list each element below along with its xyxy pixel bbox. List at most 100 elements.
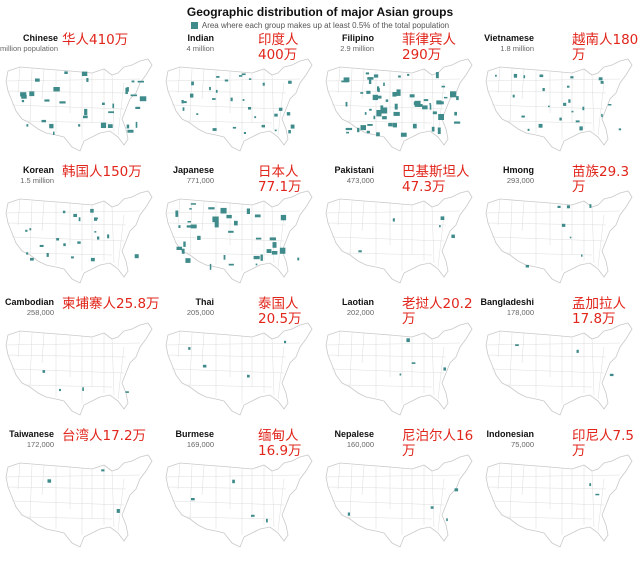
group-population: 172,000 [26, 440, 54, 449]
concentration-area [601, 113, 603, 118]
us-outline [5, 322, 153, 416]
state-border [485, 78, 621, 82]
concentration-area [392, 122, 397, 128]
concentration-area [571, 110, 574, 113]
concentration-area [108, 111, 114, 114]
concentration-area [183, 241, 186, 247]
group-chinese-annotation: 越南人180万 [572, 32, 639, 63]
concentration-area [372, 94, 378, 101]
concentration-area [127, 129, 134, 133]
group-label: Nepalese 160,000 [314, 429, 374, 449]
us-outline [325, 190, 473, 284]
concentration-area [396, 89, 401, 96]
state-border [597, 214, 605, 268]
us-outline [485, 58, 633, 152]
concentration-area [286, 112, 291, 116]
state-border [25, 120, 113, 124]
concentration-area [521, 115, 525, 118]
state-border [487, 222, 607, 226]
state-border [337, 330, 341, 358]
concentration-area [131, 80, 135, 83]
concentration-area [78, 217, 81, 222]
concentration-area [581, 254, 583, 257]
legend-text: Area where each group makes up at least … [201, 21, 450, 30]
concentration-area [130, 94, 137, 97]
us-map [5, 322, 153, 416]
group-label: Chinese4.1 million population [0, 33, 58, 53]
concentration-area [399, 373, 402, 376]
concentration-area [346, 131, 349, 134]
concentration-area [376, 132, 380, 137]
concentration-area [450, 91, 457, 98]
group-chinese-annotation: 菲律宾人290万 [402, 32, 456, 63]
us-outline [485, 454, 633, 548]
concentration-area [411, 362, 416, 364]
group-label: Bangladeshi 178,000 [474, 297, 534, 317]
concentration-area [272, 242, 277, 248]
state-border [431, 206, 435, 264]
state-border [201, 200, 205, 232]
state-border [521, 200, 525, 232]
state-border [111, 338, 115, 396]
concentration-area [47, 479, 52, 483]
concentration-area [39, 244, 44, 247]
group-panel-hmong: Hmong 293,000 苗族29.3万 [480, 165, 640, 297]
group-chinese-annotation: 缅甸人16.9万 [258, 428, 302, 459]
concentration-area [77, 241, 81, 244]
concentration-area [62, 210, 66, 214]
group-name: Laotian [341, 297, 374, 307]
concentration-area [357, 127, 360, 133]
concentration-area [423, 99, 429, 102]
concentration-area [248, 107, 252, 110]
state-border [327, 90, 447, 94]
concentration-area [21, 99, 25, 103]
state-border [597, 82, 605, 136]
concentration-area [78, 124, 81, 127]
concentration-area [185, 258, 191, 263]
concentration-area [559, 117, 562, 121]
state-border [437, 346, 445, 400]
concentration-area [608, 104, 612, 106]
concentration-area [343, 77, 350, 83]
group-panel-taiwanese: Taiwanese 172,000 台湾人17.2万 [0, 429, 160, 561]
group-chinese-annotation: 苗族29.3万 [572, 164, 630, 195]
group-population: 293,000 [506, 176, 534, 185]
group-panel-indian: Indian 4 million 印度人400万 [160, 33, 320, 165]
state-border [327, 222, 447, 226]
concentration-area [64, 71, 68, 74]
group-name: Pakistani [334, 165, 374, 175]
state-border [337, 198, 341, 226]
concentration-area [247, 374, 250, 378]
concentration-area [394, 103, 398, 110]
us-outline [5, 190, 153, 284]
group-label: Hmong 293,000 [474, 165, 534, 185]
concentration-area [436, 100, 442, 105]
concentration-area [186, 225, 193, 228]
concentration-area [190, 203, 196, 205]
concentration-area [279, 247, 286, 254]
us-map [325, 58, 473, 152]
group-name: Cambodian [4, 297, 54, 307]
concentration-area [29, 91, 35, 97]
group-population: 1.5 million [20, 176, 54, 185]
group-population: 1.8 million [500, 44, 534, 53]
state-border [167, 90, 287, 94]
concentration-area [274, 113, 278, 117]
group-chinese-annotation: 印度人400万 [258, 32, 299, 63]
concentration-area [100, 122, 107, 128]
concentration-area [495, 74, 497, 77]
concentration-area [56, 238, 60, 241]
state-border [431, 338, 435, 396]
state-border [5, 210, 141, 214]
concentration-area [446, 518, 448, 522]
concentration-area [21, 94, 27, 99]
concentration-area [176, 246, 183, 250]
concentration-area [451, 234, 455, 238]
group-panel-nepalese: Nepalese 160,000 尼泊尔人16万 [320, 429, 480, 561]
concentration-area [212, 128, 217, 131]
concentration-area [513, 73, 518, 78]
concentration-area [274, 129, 277, 132]
concentration-area [42, 370, 46, 373]
concentration-area [182, 107, 185, 111]
